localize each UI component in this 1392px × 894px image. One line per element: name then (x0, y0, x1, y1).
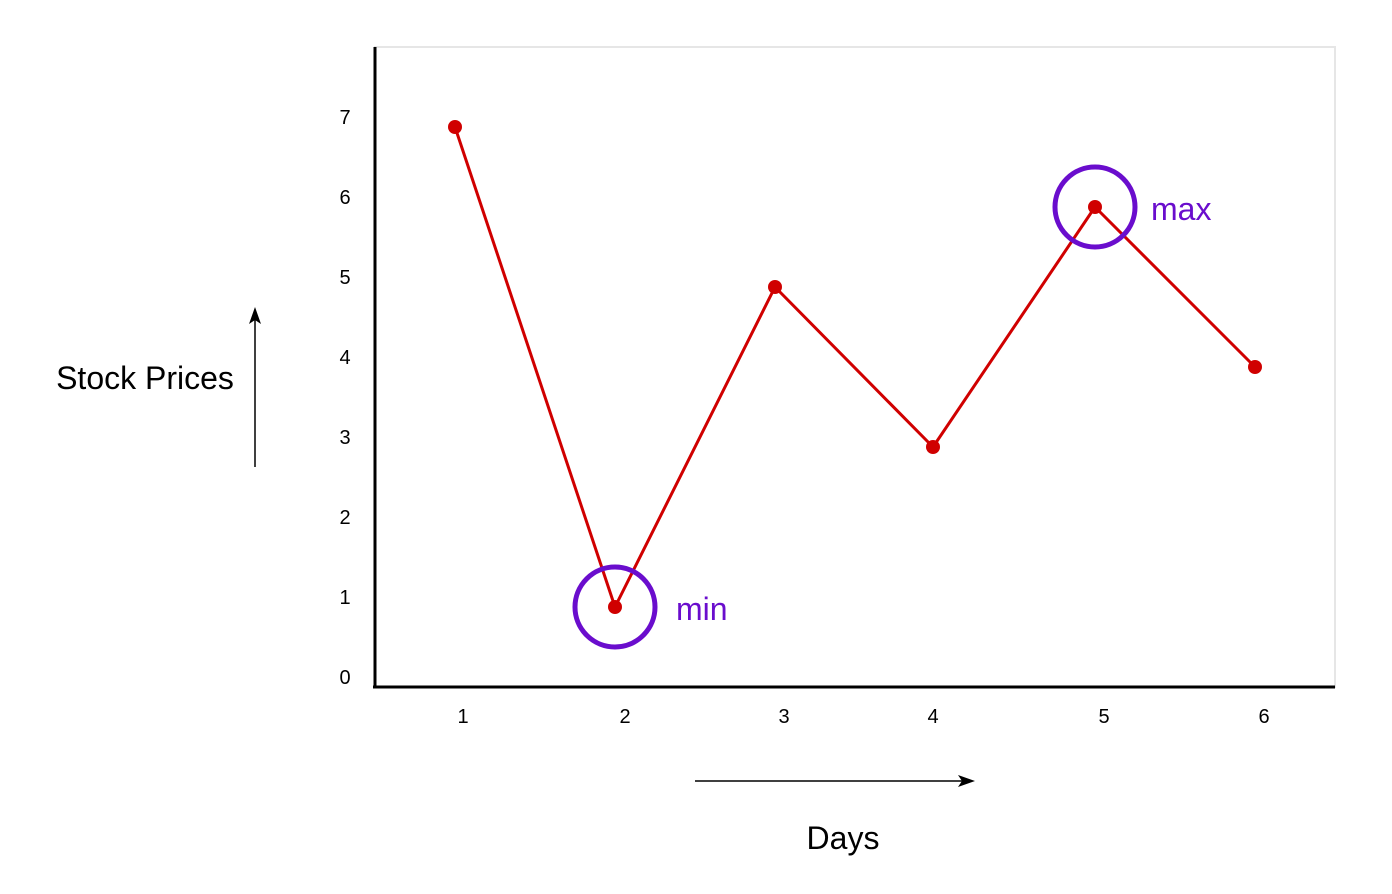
x-tick-label: 1 (457, 706, 468, 728)
data-point (448, 120, 462, 134)
x-tick-label: 5 (1098, 706, 1109, 728)
x-tick-label: 3 (778, 706, 789, 728)
y-direction-arrow (249, 307, 261, 467)
y-tick-label: 2 (339, 507, 350, 529)
x-tick-labels: 1 2 3 4 5 6 (457, 706, 1269, 728)
y-tick-label: 5 (339, 267, 350, 289)
y-axis-label: Stock Prices (56, 360, 234, 396)
data-point (768, 280, 782, 294)
annotation-label: min (676, 591, 728, 627)
y-tick-label: 7 (339, 107, 350, 129)
x-tick-label: 6 (1258, 706, 1269, 728)
x-direction-arrow (695, 775, 975, 787)
annotation-label: max (1151, 191, 1211, 227)
y-tick-label: 1 (339, 587, 350, 609)
data-point (1088, 200, 1102, 214)
data-point (1248, 360, 1262, 374)
annotation-circle (572, 564, 658, 650)
data-point (608, 600, 622, 614)
y-tick-label: 6 (339, 187, 350, 209)
y-tick-label: 4 (339, 347, 350, 369)
y-tick-label: 3 (339, 427, 350, 449)
data-point (926, 440, 940, 454)
annotation-circle (1052, 164, 1138, 250)
y-tick-labels: 0 1 2 3 4 5 6 7 (339, 107, 350, 689)
annotations-group: min max (572, 164, 1211, 650)
x-tick-label: 2 (619, 706, 630, 728)
y-tick-label: 0 (339, 667, 350, 689)
x-tick-label: 4 (927, 706, 938, 728)
x-axis-label: Days (807, 820, 880, 856)
